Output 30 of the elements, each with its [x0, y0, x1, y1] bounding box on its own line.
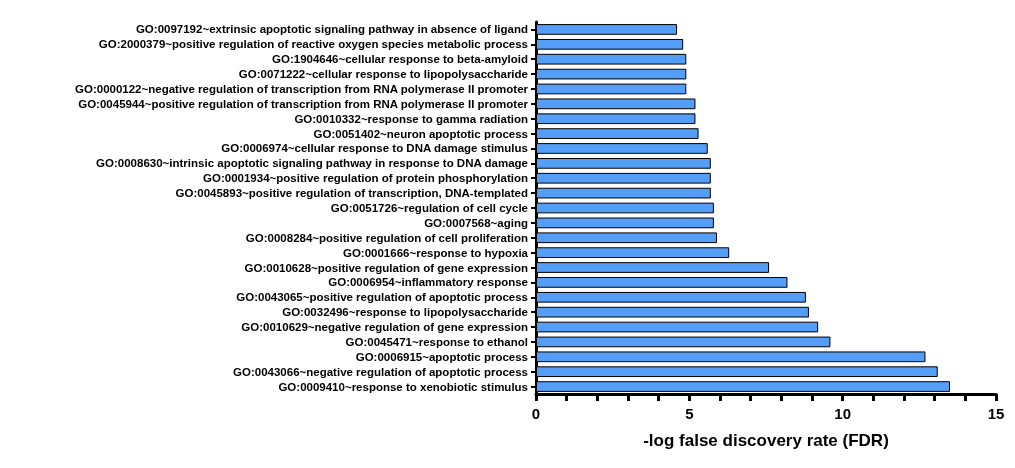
x-tick-label: 10: [834, 405, 852, 422]
x-tick-label: 0: [531, 405, 541, 422]
y-tick-label: GO:0045471~response to ethanol: [345, 335, 528, 348]
y-tick-label: GO:0006974~cellular response to DNA damage stimulus: [221, 142, 528, 155]
y-tick-label: GO:0010628~positive regulation of gene expression: [244, 261, 528, 274]
y-tick-label: GO:0010332~response to gamma radiation: [294, 112, 528, 125]
y-tick-label: GO:0007568~aging: [424, 216, 528, 229]
y-tick-label: GO:1904646~cellular response to beta-amyloid: [272, 53, 528, 66]
y-tick-label: GO:0010629~negative regulation of gene expression: [241, 321, 528, 334]
y-tick-label: GO:0051726~regulation of cell cycle: [330, 202, 528, 214]
y-tick-label: GO:0032496~response to lipopolysaccharide: [282, 306, 528, 319]
y-tick-label: GO:0045893~positive regulation of transcription, DNA-templated: [175, 187, 528, 200]
y-tick-label: GO:0008284~positive regulation of cell proliferation: [245, 231, 528, 244]
x-tick-label: 5: [685, 405, 694, 422]
y-tick-label: GO:0051402~neuron apoptotic process: [313, 127, 528, 140]
y-tick-label: GO:0097192~extrinsic apoptotic signaling pathway in absence of ligand: [135, 23, 528, 36]
y-tick-label: GO:0045944~positive regulation of transcription from RNA polymerase II promoter: [78, 97, 529, 110]
y-tick-label: GO:0001666~response to hypoxia: [342, 246, 529, 259]
y-tick-label: GO:0043066~negative regulation of apoptotic process: [233, 365, 528, 378]
y-tick-label: GO:0043065~positive regulation of apoptotic process: [236, 291, 528, 304]
x-axis-title: -log false discovery rate (FDR): [643, 431, 889, 450]
y-tick-label: GO:0000122~negative regulation of transcription from RNA polymerase II promoter: [75, 82, 529, 95]
y-tick-label: GO:0071222~cellular response to lipopolysaccharide: [238, 68, 528, 81]
y-tick-label: GO:2000379~positive regulation of reactive oxygen species metabolic process: [98, 38, 528, 51]
y-tick-label: GO:0009410~response to xenobiotic stimulus: [278, 380, 528, 393]
y-tick-label: GO:0006954~inflammatory response: [328, 276, 528, 289]
x-tick-label: 15: [987, 405, 1005, 422]
y-tick-label: GO:0001934~positive regulation of protein phosphorylation: [203, 172, 528, 185]
y-tick-label: GO:0006915~apoptotic process: [355, 350, 528, 363]
y-tick-label: GO:0008630~intrinsic apoptotic signaling pathway in response to DNA damage: [96, 157, 528, 170]
